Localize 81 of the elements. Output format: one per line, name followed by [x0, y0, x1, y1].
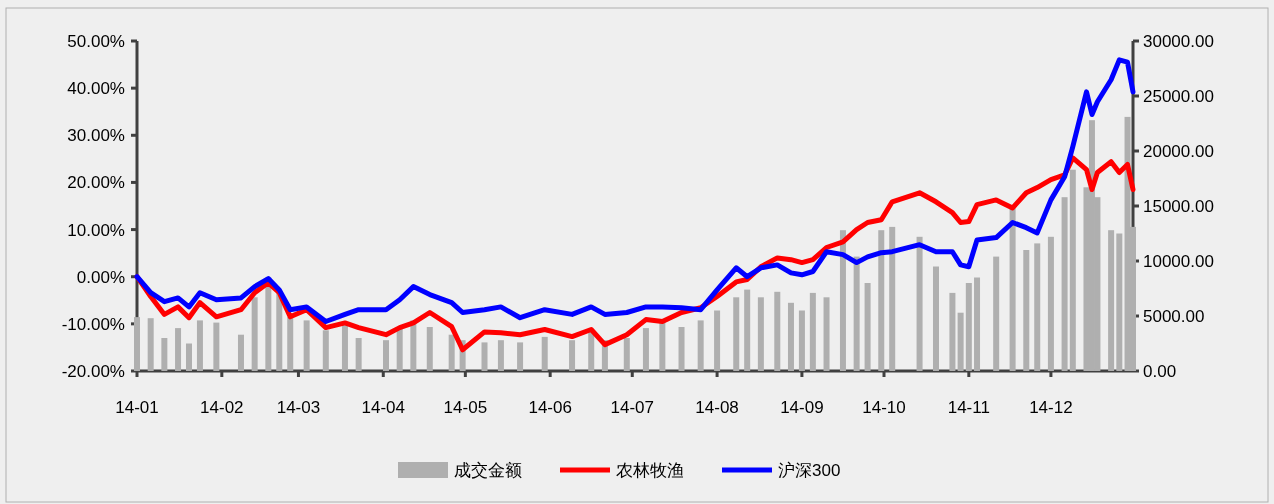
bar — [993, 256, 1000, 371]
bar — [355, 338, 362, 371]
bar — [1034, 243, 1041, 371]
y2-tick-label: 20000.00 — [1143, 142, 1214, 161]
bar — [588, 330, 595, 371]
bar — [237, 334, 244, 371]
bar — [517, 342, 524, 371]
bar — [916, 236, 923, 371]
bar — [889, 226, 896, 371]
y-tick-label: 50.00% — [67, 32, 125, 51]
bar — [497, 340, 504, 371]
legend-label: 成交金额 — [454, 461, 522, 480]
bar — [1069, 169, 1076, 371]
bar — [569, 340, 576, 371]
bar — [853, 256, 860, 371]
x-tick-label: 14-08 — [695, 398, 739, 417]
y2-tick-label: 30000.00 — [1143, 32, 1214, 51]
bar — [383, 340, 389, 371]
bar — [697, 320, 704, 371]
bar — [733, 297, 740, 371]
y-tick-label: 30.00% — [67, 126, 125, 146]
bar — [196, 320, 203, 371]
x-tick-label: 14-05 — [443, 398, 488, 417]
bar — [757, 297, 764, 371]
x-tick-label: 14-10 — [862, 398, 906, 417]
bar — [774, 291, 781, 371]
bar — [642, 328, 649, 371]
bar — [965, 283, 972, 371]
bar — [1061, 197, 1068, 371]
bar — [623, 338, 630, 371]
y2-tick-label: 0.00 — [1143, 362, 1177, 381]
legend-label: 农林牧渔 — [616, 461, 684, 480]
bar — [322, 330, 329, 371]
bar — [1108, 230, 1115, 371]
bar — [147, 318, 154, 371]
bar — [787, 302, 794, 371]
x-tick-label: 14-06 — [528, 398, 572, 417]
y2-tick-label: 15000.00 — [1143, 197, 1214, 216]
x-tick-label: 14-12 — [1029, 398, 1073, 417]
x-tick-label: 14-01 — [115, 398, 159, 417]
bar — [809, 292, 816, 371]
bar — [878, 230, 885, 371]
y-tick-label: -10.00% — [61, 314, 125, 334]
bar — [823, 297, 830, 371]
bar — [396, 327, 403, 371]
y2-tick-label: 5000.00 — [1143, 307, 1205, 326]
y-tick-label: 0.00% — [76, 267, 125, 287]
bar — [714, 310, 721, 371]
bar — [426, 327, 433, 371]
bar — [957, 312, 964, 371]
bar — [481, 342, 488, 371]
bar — [744, 289, 751, 371]
y-tick-label: 10.00% — [67, 220, 125, 240]
bar — [541, 336, 548, 371]
x-tick-label: 14-03 — [276, 398, 321, 417]
bar — [1047, 236, 1054, 371]
bar — [949, 292, 956, 371]
y2-tick-label: 10000.00 — [1143, 252, 1214, 271]
y-tick-label: 40.00% — [67, 79, 125, 99]
y-tick-label: 20.00% — [67, 173, 125, 193]
bar — [864, 283, 871, 371]
bar — [932, 266, 939, 371]
bar — [839, 230, 846, 371]
bar — [1023, 250, 1030, 371]
x-tick-label: 14-07 — [610, 398, 655, 417]
bar — [798, 310, 805, 371]
y2-tick-label: 25000.00 — [1143, 87, 1214, 106]
bar — [974, 277, 981, 371]
y-tick-label: -20.00% — [61, 362, 125, 381]
x-tick-label: 14-02 — [200, 398, 244, 417]
bar — [1116, 233, 1123, 371]
x-tick-label: 14-09 — [780, 398, 824, 417]
bar — [1009, 207, 1016, 371]
x-tick-label: 14-11 — [947, 398, 990, 417]
bar — [448, 334, 455, 371]
legend-label: 沪深300 — [778, 461, 841, 480]
bar — [678, 327, 685, 371]
bar — [659, 320, 666, 371]
bar — [303, 320, 310, 371]
bar — [185, 343, 192, 371]
x-tick-label: 14-04 — [361, 398, 406, 417]
